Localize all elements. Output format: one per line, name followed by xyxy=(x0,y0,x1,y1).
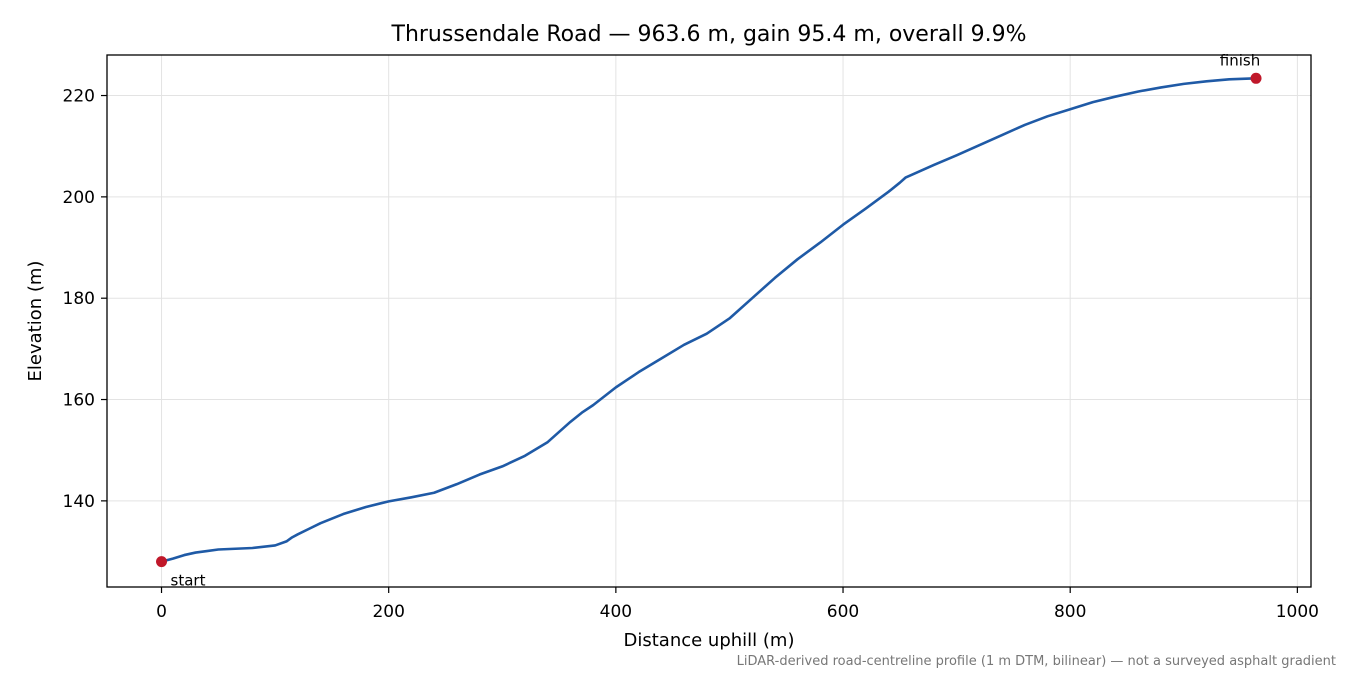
y-axis-label: Elevation (m) xyxy=(25,261,46,382)
y-tick-label: 200 xyxy=(63,188,95,208)
y-tick-label: 180 xyxy=(63,289,95,309)
plot-area: start finish xyxy=(156,51,1262,590)
start-label: start xyxy=(171,572,206,590)
x-tick-label: 600 xyxy=(827,602,859,622)
x-tick-label: 200 xyxy=(372,602,404,622)
y-tick-label: 160 xyxy=(63,391,95,411)
y-tick-label: 220 xyxy=(63,87,95,107)
finish-marker xyxy=(1250,72,1262,84)
x-tick-label: 800 xyxy=(1054,602,1086,622)
plot-frame xyxy=(106,54,1312,588)
x-axis: 0 200 400 600 800 1000 xyxy=(156,587,1319,622)
x-tick-label: 400 xyxy=(600,602,632,622)
x-tick-label: 1000 xyxy=(1276,602,1319,622)
start-marker xyxy=(156,556,168,568)
elevation-line xyxy=(160,77,1258,563)
x-tick-label: 0 xyxy=(156,602,167,622)
chart-title: Thrussendale Road — 963.6 m, gain 95.4 m… xyxy=(391,22,1027,47)
grid xyxy=(107,55,1311,587)
chart-footnote: LiDAR-derived road-centreline profile (1… xyxy=(737,654,1336,669)
y-tick-label: 140 xyxy=(63,492,95,512)
finish-label: finish xyxy=(1220,51,1260,69)
x-axis-label: Distance uphill (m) xyxy=(624,630,795,651)
y-axis: 140 160 180 200 220 xyxy=(63,87,107,512)
